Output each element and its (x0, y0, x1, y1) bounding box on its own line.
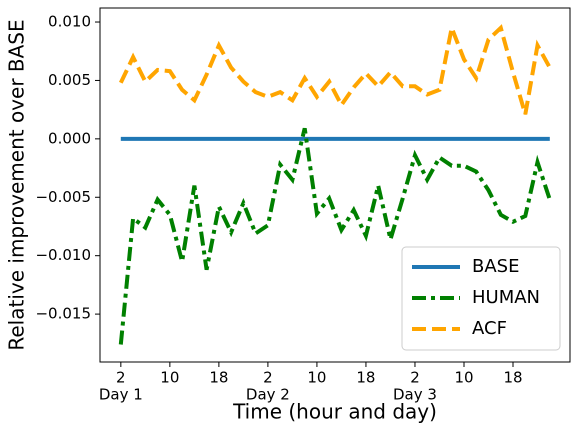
y-tick-label: 0.005 (48, 71, 91, 89)
y-axis-label: Relative improvement over BASE (5, 19, 29, 350)
x-tick-label: 10 (307, 369, 326, 387)
x-tick-label: 10 (160, 369, 179, 387)
legend-label: HUMAN (472, 287, 540, 308)
day-label: Day 1 (99, 386, 143, 404)
x-tick-label: 18 (356, 369, 375, 387)
legend-label: BASE (472, 256, 519, 277)
y-tick-label: −0.005 (35, 188, 91, 206)
x-tick-label: 18 (503, 369, 522, 387)
legend-label: ACF (472, 318, 507, 339)
x-tick-label: 2 (263, 369, 273, 387)
day-label: Day 2 (246, 386, 290, 404)
series-line (118, 20, 552, 115)
y-tick-label: 0.000 (48, 129, 91, 147)
x-tick-label: 2 (116, 369, 126, 387)
series-line (118, 127, 552, 345)
y-tick-label: 0.010 (48, 13, 91, 31)
x-tick-label: 2 (410, 369, 420, 387)
day-label: Day 3 (393, 386, 437, 404)
plot-frame (99, 7, 571, 363)
y-tick-label: −0.010 (35, 246, 91, 264)
x-axis-label: Time (hour and day) (232, 400, 437, 424)
x-tick-label: 10 (454, 369, 473, 387)
legend-box (401, 246, 561, 351)
y-tick-label: −0.015 (35, 305, 91, 323)
x-tick-label: 18 (209, 369, 228, 387)
